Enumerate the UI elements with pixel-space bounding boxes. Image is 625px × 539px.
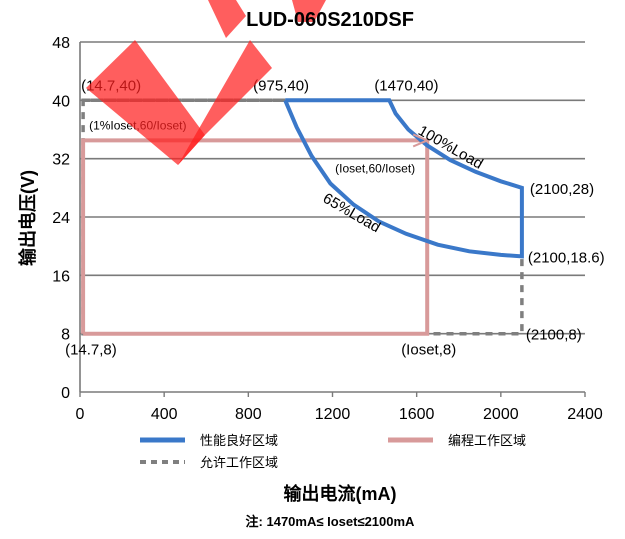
- annotation-9: (14.7,8): [65, 342, 117, 359]
- y-tick-label-2: 16: [52, 268, 70, 285]
- axes: 0 8 16 24 32 40 48 0 400 800 1200 1600 2000 2400: [52, 35, 603, 423]
- x-tick-label-1: 400: [151, 406, 178, 423]
- series-line-0: [283, 98, 524, 259]
- watermark-logo: [86, 0, 326, 165]
- annotation-5: (Ioset,60/Ioset): [335, 161, 415, 175]
- y-axis-label: 输出电压(V): [17, 170, 38, 266]
- watermark-stroke-4: [292, 0, 326, 22]
- annotation-8: (2100,18.6): [528, 249, 605, 266]
- y-tick-label-6: 48: [52, 35, 70, 52]
- x-tick-label-4: 1600: [399, 406, 435, 423]
- chart-note: 注: 1470mA≤ Ioset≤2100mA: [246, 514, 416, 529]
- annotation-10: (Ioset,8): [401, 342, 456, 359]
- series-group: [81, 98, 524, 336]
- legend: 性能良好区域 编程工作区域 允许工作区域: [140, 433, 526, 470]
- chart-title: LUD-060S210DSF: [246, 9, 414, 31]
- watermark-stroke-2: [178, 40, 272, 165]
- annotation-11: (2100,8): [526, 327, 582, 344]
- y-tick-label-3: 24: [52, 210, 70, 227]
- legend-label-program: 编程工作区域: [448, 433, 526, 448]
- annotation-1: (975,40): [253, 77, 309, 94]
- watermark-stroke-3: [208, 0, 246, 38]
- x-tick-label-2: 800: [235, 406, 262, 423]
- y-tick-label-1: 8: [61, 327, 70, 344]
- watermark-stroke-1: [86, 40, 205, 165]
- x-axis-label: 输出电流(mA): [284, 483, 397, 504]
- legend-label-good: 性能良好区域: [200, 433, 278, 448]
- x-tick-label-3: 1200: [315, 406, 351, 423]
- y-tick-label-5: 40: [52, 93, 70, 110]
- x-tick-label-6: 2400: [567, 406, 603, 423]
- pointer-arrow: [412, 133, 430, 148]
- x-tick-label-5: 2000: [483, 406, 519, 423]
- annotation-6: 65%Load: [320, 190, 383, 236]
- annotation-7: (2100,28): [530, 181, 594, 198]
- legend-label-allowed: 允许工作区域: [200, 455, 278, 470]
- y-tick-label-4: 32: [52, 152, 70, 169]
- annotation-2: (1470,40): [374, 77, 438, 94]
- x-tick-label-0: 0: [76, 406, 85, 423]
- y-tick-label-0: 0: [61, 385, 70, 402]
